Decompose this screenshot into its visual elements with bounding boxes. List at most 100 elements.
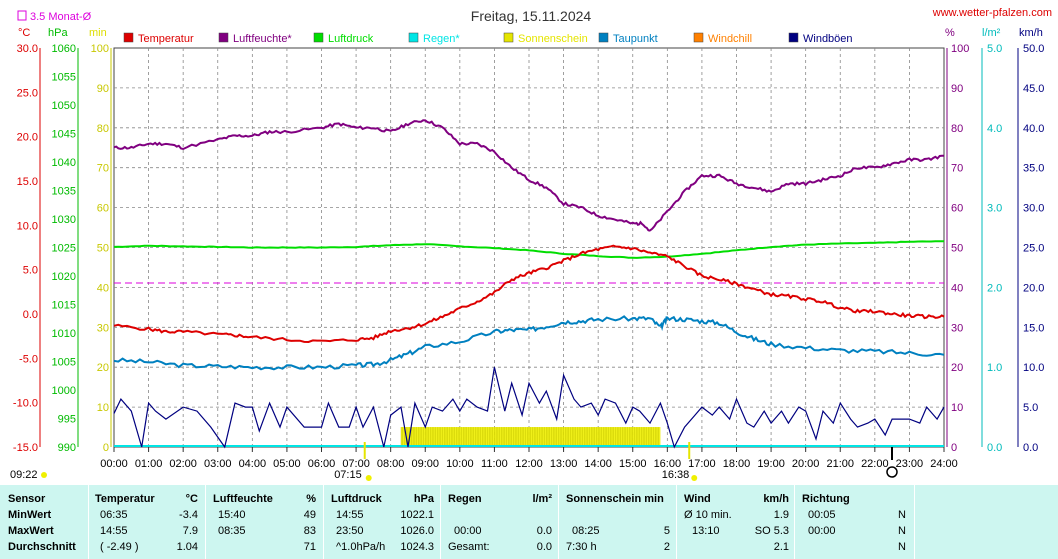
th-dir: Richtung [802,493,850,505]
press-axis-tick: 995 [58,414,76,426]
min-axis-tick: 80 [97,123,109,135]
cell-dir-time: 00:05 [808,509,836,521]
cell-temp-value: -3.4 [179,509,198,521]
min-axis-tick: 70 [97,163,109,175]
legend-swatch [123,32,134,43]
cell-wind-time: 13:10 [692,525,720,537]
series-windboeen [113,367,945,449]
legend-label: Luftfeuchte* [233,33,292,45]
x-tick-label: 16:00 [654,458,682,470]
cell-temp-time: 14:55 [100,525,128,537]
cell-sun-value: 5 [663,525,670,537]
unit-rain: l/m² [982,27,1001,39]
weather-chart: Freitag, 15.11.2024 www.wetter-pfalzen.c… [10,7,1052,481]
wind-axis-tick: 45.0 [1023,83,1044,95]
legend-swatch [598,32,609,43]
wind-axis-tick: 30.0 [1023,203,1044,215]
th-wind-unit: km/h [763,493,789,505]
x-tick-label: 14:00 [584,458,612,470]
th-press: Luftdruck [331,493,382,505]
unit-press: hPa [48,27,68,39]
x-tick-label: 20:00 [792,458,820,470]
x-tick-label: 18:00 [723,458,751,470]
th-hum: Luftfeuchte [213,493,273,505]
x-tick-label: 01:00 [135,458,163,470]
pct-axis-tick: 40 [951,282,963,294]
cell-wind-value: SO 5.3 [754,525,789,537]
cell-dir-value: N [898,509,906,521]
x-tick-label: 05:00 [273,458,301,470]
legend-swatch [313,32,324,43]
cell-rain-value: 0.0 [536,541,552,553]
press-axis-tick: 1000 [52,385,76,397]
cell-press-value: 1026.0 [400,525,434,537]
x-tick-label: 03:00 [204,458,232,470]
wind-axis-tick: 25.0 [1023,243,1044,255]
table-divider [558,485,559,559]
th-temp-unit: °C [185,493,198,505]
sunrise-icon [365,475,372,481]
cell-hum-value: 49 [303,509,316,521]
cell-dir-value: N [898,541,906,553]
cell-wind-time: Ø 10 min. [684,509,732,521]
th-sun: Sonnenschein min [566,493,664,505]
unit-temp: °C [18,27,30,39]
rain-axis-tick: 1.0 [987,362,1002,374]
wind-axis-tick: 50.0 [1023,43,1044,55]
rain-axis-tick: 5.0 [987,43,1002,55]
wind-axis-tick: 15.0 [1023,322,1044,334]
table-divider [914,485,915,559]
cell-rain-value: 0.0 [536,525,552,537]
legend-label: Regen* [423,33,460,45]
press-axis-tick: 1060 [52,43,76,55]
cell-hum-value: 83 [303,525,316,537]
x-tick-label: 00:00 [100,458,128,470]
cell-rain-time: 00:00 [454,525,482,537]
cell-rain-time: Gesamt: [448,541,490,553]
min-axis-tick: 50 [97,243,109,255]
series-temperatur [113,244,945,344]
x-tick-label: 12:00 [515,458,543,470]
unit-wind: km/h [1019,27,1043,39]
press-axis-tick: 1050 [52,100,76,112]
table-divider [205,485,206,559]
th-rain-unit: l/m² [532,493,552,505]
rain-axis-tick: 2.0 [987,282,1002,294]
pct-axis-tick: 60 [951,203,963,215]
x-tick-label: 09:00 [411,458,439,470]
cell-press-value: 1024.3 [400,541,434,553]
cell-sun-time: 08:25 [572,525,600,537]
unit-pct: % [945,27,955,39]
pct-axis-tick: 20 [951,362,963,374]
press-axis-tick: 1015 [52,300,76,312]
chart-title: Freitag, 15.11.2024 [471,8,592,24]
rain-axis-tick: 3.0 [987,203,1002,215]
full-moon-icon [886,466,898,478]
table-divider [323,485,324,559]
wind-axis-tick: 35.0 [1023,163,1044,175]
temp-axis-tick: -5.0 [19,353,38,365]
min-axis-tick: 60 [97,203,109,215]
th-wind: Wind [684,493,711,505]
x-tick-label: 04:00 [239,458,267,470]
time-markers: 07:15 16:38 09:22 [10,442,898,481]
wind-axis-tick: 0.0 [1023,442,1038,454]
cell-temp-time: ( -2.49 ) [100,541,139,553]
legend-label: Windböen [803,33,853,45]
table-row-label: MinWert [8,509,52,521]
cell-dir-value: N [898,525,906,537]
sunset-label: 16:38 [662,469,690,481]
temp-axis-tick: 25.0 [17,87,38,99]
moonrise-label: 09:22 [10,469,38,481]
wind-axis-tick: 40.0 [1023,123,1044,135]
table-divider [794,485,795,559]
wind-axis-tick: 5.0 [1023,402,1038,414]
legend-swatch [408,32,419,43]
legend-label: Luftdruck [328,33,374,45]
temp-axis-tick: -15.0 [13,442,38,454]
cell-press-time: 23:50 [336,525,364,537]
x-tick-label: 07:00 [342,458,370,470]
rain-axis-tick: 0.0 [987,442,1002,454]
cell-wind-value: 1.9 [773,509,789,521]
pct-axis-tick: 0 [951,442,957,454]
